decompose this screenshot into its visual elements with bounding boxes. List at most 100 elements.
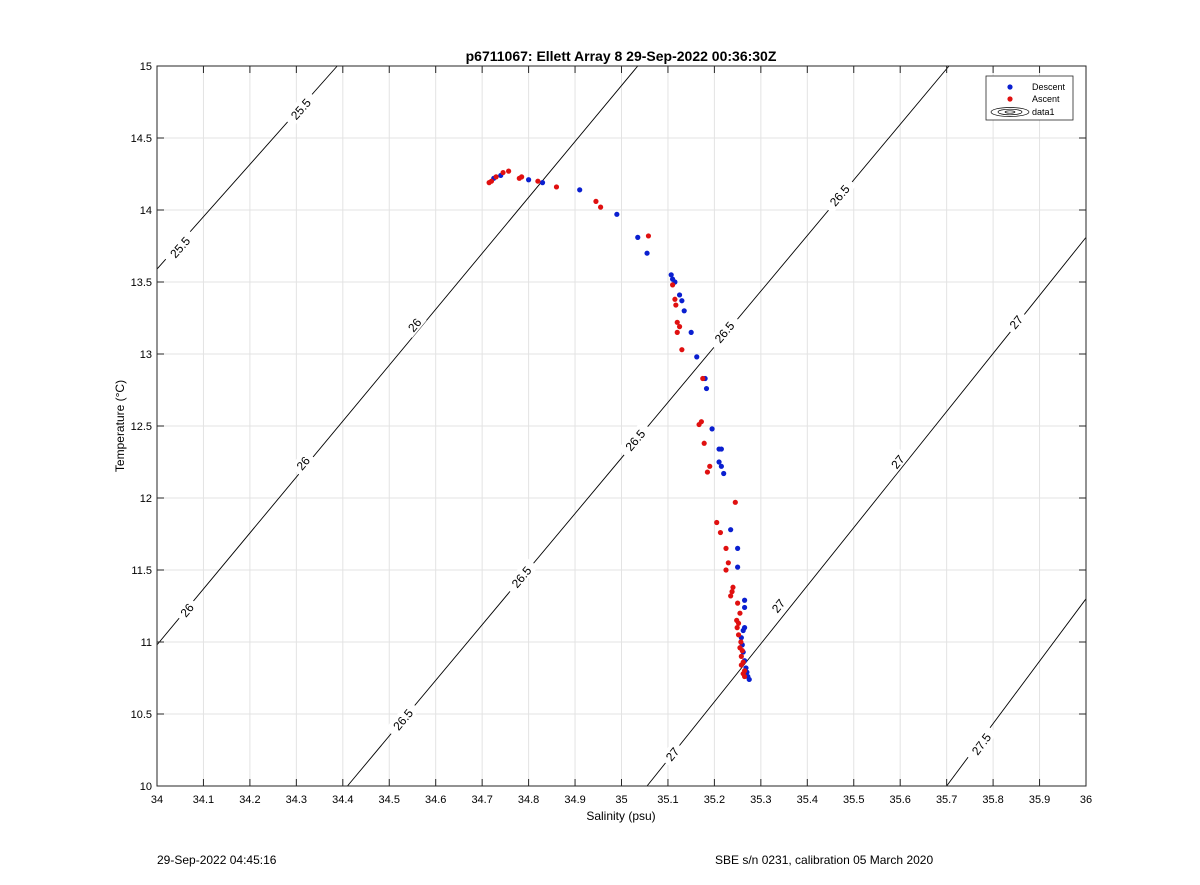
x-tick-label: 34.6	[425, 794, 446, 806]
y-axis: 10 10.5 11 11.5 12 12.5 13 13.5 14 14.5 15	[131, 61, 1086, 793]
descent-point	[718, 463, 724, 469]
legend: Descent Ascent data1	[985, 75, 1074, 121]
contour-label-bg	[964, 724, 998, 763]
contour-label-bg	[706, 313, 742, 351]
y-tick-label: 12.5	[131, 421, 152, 433]
ascent-point	[729, 589, 735, 595]
descent-point	[716, 459, 722, 465]
contour-label-bg	[884, 448, 910, 475]
ascent-point	[735, 620, 742, 626]
ascent-point	[707, 463, 713, 469]
ascent-point	[519, 174, 525, 180]
x-tick-label: 36	[1080, 794, 1092, 806]
legend-ascent-marker	[1007, 96, 1013, 102]
x-tick-label: 34.5	[379, 794, 400, 806]
contour-label-bg	[385, 700, 420, 738]
contour-label-bg	[173, 596, 199, 623]
x-tick-label: 35.7	[936, 794, 957, 806]
ascent-point	[506, 168, 512, 174]
legend-descent-marker	[1007, 84, 1013, 90]
x-tick-label: 35.5	[843, 794, 864, 806]
x-tick-label: 35	[615, 794, 627, 806]
x-tick-label: 34.4	[332, 794, 353, 806]
y-tick-label: 11	[141, 637, 152, 649]
legend-box	[985, 75, 1074, 121]
contour-label-bg	[765, 592, 791, 619]
descent-point	[721, 470, 727, 477]
ascent-point	[700, 375, 706, 382]
descent-point	[718, 446, 724, 452]
descent-point	[635, 234, 641, 240]
descent-point	[735, 564, 741, 570]
descent-point	[668, 272, 674, 278]
footer-timestamp: 29-Sep-2022 04:45:16	[157, 853, 277, 867]
descent-point	[688, 329, 694, 335]
descent-point	[679, 298, 685, 304]
x-tick-label: 35.9	[1029, 794, 1050, 806]
descent-point	[735, 545, 741, 552]
footer-calibration: SBE s/n 0231, calibration 05 March 2020	[715, 853, 934, 867]
ascent-point	[674, 329, 680, 335]
ascent-point	[734, 625, 740, 631]
density-contours: 25.525.526262626.526.526.526.526.5272727…	[156, 65, 1087, 787]
contour-label-bg	[821, 176, 857, 214]
contour-label-bg	[282, 90, 318, 127]
x-tick-label: 34.8	[518, 794, 539, 806]
contour-label-bg	[290, 449, 316, 476]
x-tick-label: 35.3	[750, 794, 771, 806]
series-ascent	[486, 168, 748, 680]
ascent-point	[717, 529, 724, 536]
grid	[156, 65, 1087, 787]
x-tick-label: 35.1	[657, 794, 678, 806]
ascent-point	[593, 198, 599, 204]
x-tick-label: 35.4	[797, 794, 818, 806]
ascent-point	[735, 632, 742, 638]
contour-26.5: 26.526.526.526.526.5	[347, 65, 950, 787]
ascent-point	[674, 319, 680, 325]
ascent-point	[739, 648, 745, 654]
x-tick-label: 35.2	[704, 794, 725, 806]
ascent-point	[714, 519, 720, 526]
ascent-point	[730, 584, 736, 590]
contour-label-bg	[1003, 308, 1029, 335]
ascent-point	[669, 282, 676, 288]
ascent-point	[676, 324, 683, 330]
x-tick-label: 35.6	[889, 794, 910, 806]
x-tick-label: 34.1	[193, 794, 214, 806]
ascent-point	[701, 440, 707, 446]
descent-point	[644, 250, 650, 256]
y-tick-label: 13	[140, 349, 152, 361]
ascent-point	[672, 296, 678, 302]
ascent-point	[500, 169, 506, 176]
ascent-point	[679, 347, 685, 353]
ascent-point	[597, 204, 604, 210]
ascent-point	[704, 469, 711, 475]
contour-label-bg	[401, 311, 427, 338]
descent-point	[614, 211, 620, 217]
x-tick-label: 35.8	[982, 794, 1003, 806]
descent-point	[676, 292, 683, 298]
ascent-point	[737, 610, 743, 616]
legend-ascent-label: Ascent	[1032, 94, 1060, 104]
ascent-point	[741, 673, 748, 680]
ascent-point	[723, 545, 729, 552]
descent-point	[728, 527, 734, 533]
x-tick-label: 34.9	[564, 794, 585, 806]
descent-point	[577, 187, 583, 193]
y-tick-label: 11.5	[131, 565, 152, 577]
descent-point	[539, 180, 546, 186]
y-axis-label: Temperature (°C)	[113, 380, 127, 472]
ascent-point	[735, 600, 741, 606]
legend-data1-label: data1	[1032, 107, 1055, 117]
ascent-point	[645, 233, 652, 239]
y-tick-label: 14.5	[131, 133, 152, 145]
descent-point	[694, 354, 700, 360]
ascent-point	[728, 593, 734, 599]
x-tick-label: 34	[151, 794, 163, 806]
ascent-point	[493, 174, 499, 180]
descent-point	[741, 604, 748, 611]
x-axis: 34 34.1 34.2 34.3 34.4 34.5 34.6 34.7 34.8 34.9 35…	[151, 66, 1092, 806]
ascent-point	[738, 639, 744, 645]
